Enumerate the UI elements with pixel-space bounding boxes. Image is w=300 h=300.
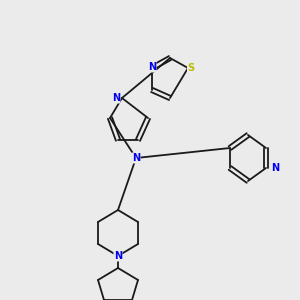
Text: N: N (271, 163, 279, 173)
Text: N: N (112, 93, 120, 103)
Text: N: N (132, 153, 140, 163)
Text: S: S (188, 63, 195, 73)
Text: N: N (114, 251, 122, 261)
Text: N: N (148, 62, 156, 72)
